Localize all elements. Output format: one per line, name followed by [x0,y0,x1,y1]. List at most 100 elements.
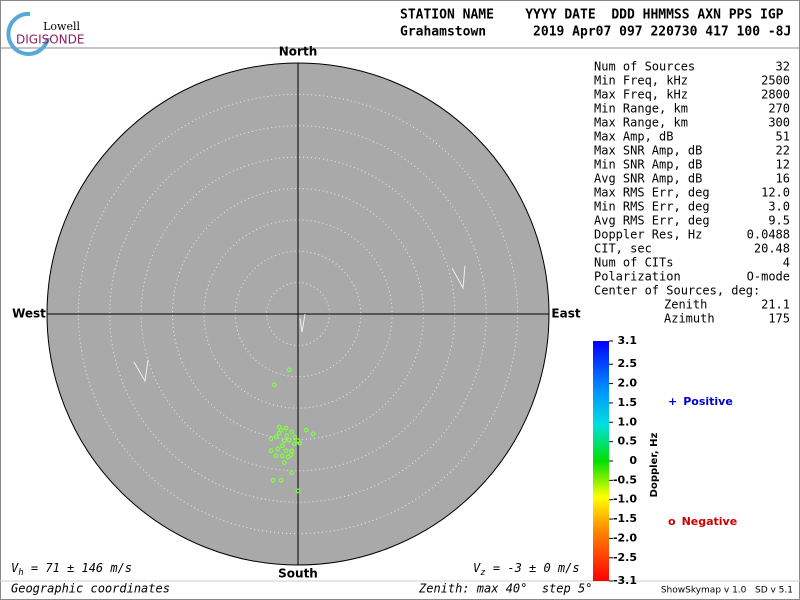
stat-value: 16 [776,172,790,186]
legend-label: Positive [683,395,733,408]
header-line: STATION NAME YYYY DATE DDD HHMMSS AXN PP… [400,8,784,23]
stat-value: 300 [768,116,790,130]
source-point [284,433,290,439]
colorbar-tick-label: 0 [629,454,637,467]
source-point [292,434,298,440]
vh: Vh = 71 ± 146 m/s [11,561,132,578]
direction-label: North [279,45,317,59]
colorbar-tick-label: 2.5 [618,357,638,370]
stat-value: 20.48 [754,242,790,256]
stat-label: Azimuth [664,312,715,326]
source-point [283,448,289,454]
source-point [291,441,297,447]
legend-entry: o Negative [668,515,737,528]
vz: Vz = -3 ± 0 m/s [473,561,580,578]
source-point [281,460,287,466]
stat-label: Zenith [664,298,707,312]
source-point [276,430,282,436]
stat-value: 4 [783,256,790,270]
stat-label: Min Range, km [594,102,688,116]
colorbar-tick-label: 0.5 [618,435,638,448]
source-point [303,427,309,433]
stat-value: 12.0 [761,186,790,200]
stat-value: 2800 [761,88,790,102]
legend-symbol: o [668,515,676,528]
source-point [297,440,303,446]
stat-label: Avg SNR Amp, dB [594,172,702,186]
stat-label: CIT, sec [594,242,652,256]
logo-top: Lowell [43,20,80,33]
direction-label: South [278,567,318,581]
stat-label: Polarization [594,270,681,284]
source-point [281,438,287,444]
colorbar-tick-label: -0.5 [613,473,637,486]
stat-value: 51 [776,130,790,144]
source-point [288,452,294,458]
source-point [283,425,289,431]
vector-glyph [133,265,466,383]
colorbar-tick-label: 2.0 [618,377,638,390]
stat-heading: Center of Sources, deg: [594,284,760,298]
stat-label: Doppler Res, Hz [594,228,702,242]
source-point [273,434,279,440]
source-point [273,453,279,459]
source-point [286,367,292,373]
source-point [286,437,292,443]
logo-arc [6,11,50,56]
colorbar-tick-label: 1.0 [618,415,638,428]
source-point [278,477,284,483]
source-point [310,431,316,437]
source-point [270,477,276,483]
colorbar-tick-label: 3.1 [618,334,638,347]
source-point [289,448,295,454]
stat-label: Max SNR Amp, dB [594,144,702,158]
colorbar-tick-label: -2.0 [613,531,637,544]
legend-label: Negative [682,515,738,528]
stat-value: 21.1 [761,298,790,312]
source-point [268,448,274,454]
stat-label: Num of Sources [594,60,695,74]
colorbar-tick-label: -3.1 [613,574,637,587]
colorbar-tick-label: -1.5 [613,512,637,525]
stat-value: 0.0488 [747,228,790,242]
stat-label: Max Amp, dB [594,130,673,144]
stat-value: O-mode [747,270,790,284]
source-point [289,429,295,435]
stat-value: 175 [768,312,790,326]
stat-label: Min RMS Err, deg [594,200,710,214]
stat-value: 3.0 [768,200,790,214]
source-point [289,470,295,476]
source-point [279,453,285,459]
source-point [275,446,281,452]
version: ShowSkymap v 1.0 SD v 5.1 [661,586,793,596]
source-point [268,436,274,442]
logo-bottom: DIGISONDE [16,33,84,47]
coords: Geographic coordinates [11,582,170,596]
legend-symbol: + [668,395,677,408]
colorbar-tick-label: -2.5 [613,551,637,564]
source-point [279,443,285,449]
colorbar-title: Doppler, Hz [649,433,660,498]
stat-label: Max RMS Err, deg [594,186,710,200]
stat-label: Min Freq, kHz [594,74,688,88]
stat-value: 9.5 [768,214,790,228]
colorbar-tick-label: -1.0 [613,493,637,506]
colorbar [593,341,609,581]
zenith-note: Zenith: max 40° step 5° [418,582,592,596]
stat-label: Max Freq, kHz [594,88,688,102]
stat-label: Avg RMS Err, deg [594,214,710,228]
stat-value: 32 [776,60,790,74]
source-point [295,488,301,494]
direction-label: East [551,307,580,321]
legend-entry: + Positive [668,395,733,408]
stat-value: 270 [768,102,790,116]
stat-value: 22 [776,144,790,158]
colorbar-tick-label: 1.5 [618,396,638,409]
source-point [271,382,277,388]
stat-label: Max Range, km [594,116,688,130]
stat-label: Num of CITs [594,256,673,270]
stat-value: 2500 [761,74,790,88]
